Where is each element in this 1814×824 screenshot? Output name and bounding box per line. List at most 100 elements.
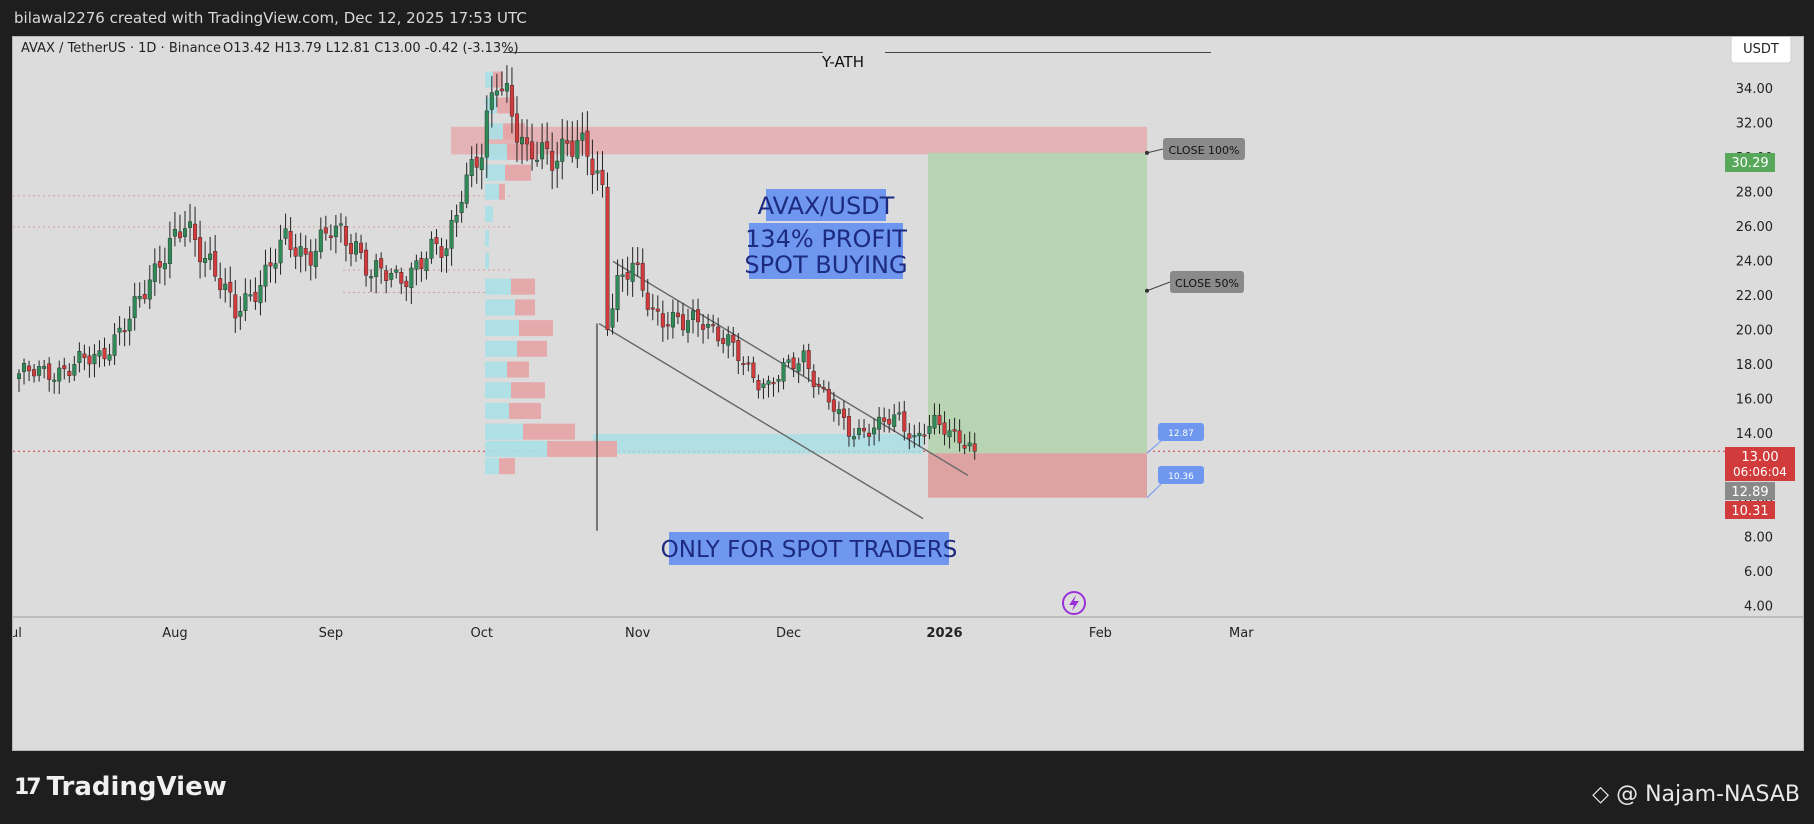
close100-leader bbox=[1146, 148, 1164, 154]
candle-bull bbox=[409, 267, 414, 288]
candle-bull bbox=[454, 215, 459, 223]
candle-bear bbox=[650, 307, 655, 310]
volume-bar-buy bbox=[485, 123, 503, 140]
entry-tag-text: 12.87 bbox=[1168, 429, 1194, 439]
candle-bull bbox=[223, 283, 228, 290]
candle-bull bbox=[333, 225, 338, 238]
candle-bull bbox=[575, 140, 580, 159]
volume-bar-buy bbox=[485, 183, 499, 200]
candle-bull bbox=[479, 157, 484, 170]
candle-bear bbox=[213, 251, 218, 277]
entry-price-text: 12.89 bbox=[1731, 485, 1768, 500]
candle-bull bbox=[595, 170, 600, 174]
candle-bear bbox=[696, 309, 701, 323]
candle-bear bbox=[811, 370, 816, 388]
candle-bear bbox=[308, 251, 313, 266]
candle-bear bbox=[47, 363, 52, 380]
candle-bear bbox=[67, 370, 72, 376]
candle-bull bbox=[912, 435, 917, 438]
candle-bull bbox=[560, 138, 565, 162]
candle-bull bbox=[248, 294, 253, 297]
candle-bull bbox=[872, 427, 877, 435]
candle-bear bbox=[751, 362, 756, 379]
volume-bar-sell bbox=[509, 402, 541, 419]
watermark-text: @ Najam-NASAB bbox=[1616, 782, 1800, 807]
symbol-legend: AVAX / TetherUS · 1D · Binance bbox=[21, 41, 221, 56]
candle-bull bbox=[535, 159, 540, 162]
candle-bear bbox=[660, 313, 665, 328]
candle-bull bbox=[117, 327, 122, 333]
candle-bear bbox=[741, 363, 746, 366]
tradingview-logo[interactable]: 17 TradingView bbox=[14, 772, 227, 802]
volume-bar-buy bbox=[485, 458, 499, 475]
candle-bull bbox=[801, 350, 806, 363]
candle-bull bbox=[615, 275, 620, 310]
stop-tag bbox=[1158, 466, 1204, 484]
candle-bear bbox=[474, 156, 479, 168]
candle-bull bbox=[147, 279, 152, 300]
chart-byline: bilawal2276 created with TradingView.com… bbox=[14, 9, 527, 27]
candle-bull bbox=[630, 262, 635, 282]
candle-bear bbox=[379, 258, 384, 269]
candle-bull bbox=[72, 364, 77, 376]
candle-bull bbox=[369, 276, 374, 279]
candle-bear bbox=[816, 384, 821, 387]
volume-bar-sell bbox=[499, 458, 515, 475]
entry-tag bbox=[1158, 423, 1204, 441]
entry-leader bbox=[1146, 440, 1162, 454]
candle-bear bbox=[62, 365, 67, 370]
candle-bull bbox=[967, 442, 972, 447]
spot-note-box bbox=[669, 532, 949, 565]
candle-bull bbox=[318, 229, 323, 252]
target-price-text: 30.29 bbox=[1731, 156, 1768, 171]
candle-bear bbox=[907, 433, 912, 439]
time-tick: 2026 bbox=[926, 626, 962, 641]
candle-bear bbox=[288, 231, 293, 250]
title-callout-text2: 134% PROFIT bbox=[745, 225, 907, 253]
volume-bar-buy bbox=[485, 382, 511, 399]
candle-bull bbox=[243, 293, 248, 311]
close100-point bbox=[1145, 150, 1149, 155]
yath-label: Y-ATH bbox=[821, 53, 864, 71]
volume-bar-sell bbox=[505, 164, 531, 181]
candle-bull bbox=[580, 132, 585, 141]
volume-bar-buy bbox=[485, 230, 489, 247]
candle-bull bbox=[162, 263, 167, 270]
volume-bar-buy bbox=[485, 402, 509, 419]
title-callout-text3: SPOT BUYING bbox=[744, 251, 907, 279]
candle-bear bbox=[716, 326, 721, 342]
candle-bull bbox=[414, 260, 419, 270]
candle-bear bbox=[962, 445, 967, 449]
candle-bear bbox=[625, 272, 630, 280]
price-chart[interactable]: 4.006.008.0010.0012.0014.0016.0018.0020.… bbox=[5, 34, 1803, 750]
candle-bull bbox=[354, 241, 359, 255]
candle-bull bbox=[167, 238, 172, 264]
chart-panel[interactable]: 4.006.008.0010.0012.0014.0016.0018.0020.… bbox=[5, 34, 1804, 751]
candle-bear bbox=[862, 427, 867, 432]
price-tick: 4.00 bbox=[1744, 600, 1773, 615]
candle-bear bbox=[499, 88, 504, 92]
volume-bar-sell bbox=[547, 440, 617, 457]
candle-bear bbox=[957, 430, 962, 444]
close100-badge bbox=[1163, 138, 1245, 160]
candle-bear bbox=[359, 242, 364, 253]
last-price-text: 13.00 bbox=[1741, 450, 1778, 465]
candle-bear bbox=[675, 312, 680, 318]
candle-bear bbox=[348, 242, 353, 255]
volume-bar-sell bbox=[515, 299, 535, 316]
price-tick: 28.00 bbox=[1736, 185, 1773, 200]
candle-bear bbox=[937, 415, 942, 425]
candle-bear bbox=[530, 141, 535, 160]
volume-bar-buy bbox=[485, 164, 505, 181]
candle-bear bbox=[122, 330, 127, 333]
volume-bar-buy bbox=[485, 361, 507, 378]
candle-bear bbox=[157, 261, 162, 268]
candle-bull bbox=[238, 310, 243, 317]
candle-bear bbox=[384, 270, 389, 282]
candle-bear bbox=[404, 280, 409, 288]
events-icon[interactable] bbox=[1062, 591, 1086, 615]
candle-bear bbox=[27, 365, 32, 372]
candle-bull bbox=[555, 160, 560, 169]
candle-bull bbox=[152, 263, 157, 282]
annotations bbox=[1145, 148, 1171, 499]
